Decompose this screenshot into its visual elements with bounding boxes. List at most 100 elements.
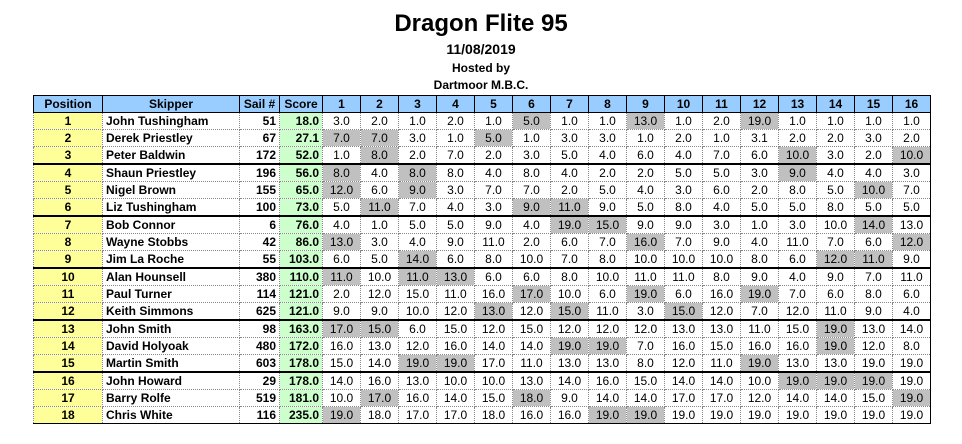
score-cell: 52.0: [279, 146, 323, 165]
sail-number-cell: 480: [239, 337, 280, 355]
race-result-cell: 2.0: [702, 112, 741, 130]
race-result-cell: 3.0: [512, 146, 551, 165]
race-header-4: 4: [436, 95, 475, 113]
results-table: Position Skipper Sail # Score 1 2 3 4 5 6 7 8 9 10 11 1…: [33, 95, 931, 424]
race-result-cell: 10.0: [474, 371, 513, 390]
race-result-cell: 14.0: [474, 337, 513, 355]
race-result-cell: 1.0: [398, 112, 437, 130]
race-result-cell: 7.0: [360, 129, 399, 147]
race-result-cell: 3.0: [816, 146, 855, 165]
race-result-cell: 7.0: [664, 233, 703, 251]
race-result-cell: 5.0: [588, 181, 627, 199]
race-result-cell: 5.0: [892, 198, 931, 217]
race-result-cell: 7.0: [474, 181, 513, 199]
race-result-cell: 7.0: [588, 233, 627, 251]
race-result-cell: 4.0: [436, 198, 475, 217]
race-result-cell: 14.0: [664, 371, 703, 390]
race-result-cell: 4.0: [816, 163, 855, 182]
position-cell: 3: [33, 146, 103, 165]
race-result-cell: 3.0: [436, 181, 475, 199]
race-result-cell: 15.0: [664, 302, 703, 321]
race-result-cell: 11.0: [322, 267, 361, 286]
race-result-cell: 10.0: [854, 181, 893, 199]
skipper-cell: Alan Hounsell: [102, 267, 240, 286]
race-result-cell: 15.0: [778, 319, 817, 338]
race-result-cell: 7.0: [550, 250, 589, 269]
table-row: 7 Bob Connor 6 76.0 4.0 1.0 5.0 5.0 9.0 4.0 19.0 15…: [33, 215, 931, 234]
position-cell: 17: [33, 389, 103, 407]
race-result-cell: 16.0: [702, 285, 741, 303]
race-result-cell: 11.0: [702, 354, 741, 373]
race-result-cell: 5.0: [360, 250, 399, 269]
sail-number-cell: 116: [239, 406, 280, 424]
race-result-cell: 13.0: [816, 354, 855, 373]
race-result-cell: 6.0: [816, 285, 855, 303]
race-header-5: 5: [474, 95, 513, 113]
race-result-cell: 11.0: [588, 302, 627, 321]
race-result-cell: 5.0: [512, 112, 551, 130]
race-result-cell: 1.0: [892, 112, 931, 130]
race-result-cell: 15.0: [550, 302, 589, 321]
race-result-cell: 10.0: [626, 250, 665, 269]
race-result-cell: 19.0: [702, 406, 741, 424]
race-result-cell: 10.0: [512, 250, 551, 269]
table-row: 5 Nigel Brown 155 65.0 12.0 6.0 9.0 3.0 7.0 7.0 2.…: [33, 181, 931, 199]
race-result-cell: 16.0: [322, 337, 361, 355]
race-result-cell: 19.0: [892, 406, 931, 424]
position-cell: 11: [33, 285, 103, 303]
race-result-cell: 19.0: [892, 354, 931, 373]
race-result-cell: 7.0: [322, 129, 361, 147]
table-row: 1 John Tushingham 51 18.0 3.0 2.0 1.0 2.0 1.0 5.0…: [33, 112, 931, 130]
race-result-cell: 5.0: [550, 146, 589, 165]
score-cell: 27.1: [279, 129, 323, 147]
race-result-cell: 12.0: [474, 319, 513, 338]
race-result-cell: 3.0: [474, 198, 513, 217]
race-result-cell: 2.0: [360, 112, 399, 130]
sail-number-cell: 29: [239, 371, 280, 390]
race-result-cell: 19.0: [778, 406, 817, 424]
table-row: 8 Wayne Stobbs 42 86.0 13.0 3.0 4.0 9.0 11.0 2.0 6…: [33, 233, 931, 251]
race-result-cell: 19.0: [740, 112, 779, 130]
race-header-3: 3: [398, 95, 437, 113]
race-result-cell: 9.0: [740, 267, 779, 286]
sail-number-cell: 100: [239, 198, 280, 217]
skipper-cell: Peter Baldwin: [102, 146, 240, 165]
score-cell: 18.0: [279, 112, 323, 130]
score-cell: 121.0: [279, 285, 323, 303]
race-result-cell: 17.0: [322, 319, 361, 338]
race-result-cell: 10.0: [816, 215, 855, 234]
race-result-cell: 8.0: [512, 163, 551, 182]
race-result-cell: 12.0: [360, 285, 399, 303]
skipper-cell: Derek Priestley: [102, 129, 240, 147]
race-result-cell: 6.0: [398, 319, 437, 338]
table-row: 9 Jim La Roche 55 103.0 6.0 5.0 14.0 6.0 8.0 10.0…: [33, 250, 931, 269]
race-result-cell: 4.0: [626, 181, 665, 199]
race-result-cell: 7.0: [854, 267, 893, 286]
race-result-cell: 11.0: [512, 354, 551, 373]
race-result-cell: 1.0: [664, 112, 703, 130]
race-result-cell: 4.0: [740, 233, 779, 251]
position-cell: 14: [33, 337, 103, 355]
score-cell: 73.0: [279, 198, 323, 217]
race-result-cell: 17.0: [436, 406, 475, 424]
race-result-cell: 12.0: [436, 302, 475, 321]
race-result-cell: 8.0: [854, 285, 893, 303]
race-result-cell: 4.0: [778, 267, 817, 286]
race-result-cell: 4.0: [892, 302, 931, 321]
race-result-cell: 2.0: [436, 112, 475, 130]
race-header-10: 10: [664, 95, 703, 113]
race-result-cell: 1.0: [474, 112, 513, 130]
race-result-cell: 3.0: [892, 163, 931, 182]
race-result-cell: 6.0: [702, 181, 741, 199]
race-result-cell: 14.0: [322, 371, 361, 390]
table-row: 13 John Smith 98 163.0 17.0 15.0 6.0 15.0 12.0 15…: [33, 319, 931, 338]
race-result-cell: 5.0: [626, 198, 665, 217]
race-result-cell: 12.0: [322, 181, 361, 199]
race-result-cell: 13.0: [892, 215, 931, 234]
race-result-cell: 19.0: [626, 285, 665, 303]
race-result-cell: 4.0: [664, 146, 703, 165]
race-result-cell: 8.0: [778, 181, 817, 199]
position-cell: 16: [33, 371, 103, 390]
position-cell: 7: [33, 215, 103, 234]
race-result-cell: 19.0: [740, 354, 779, 373]
